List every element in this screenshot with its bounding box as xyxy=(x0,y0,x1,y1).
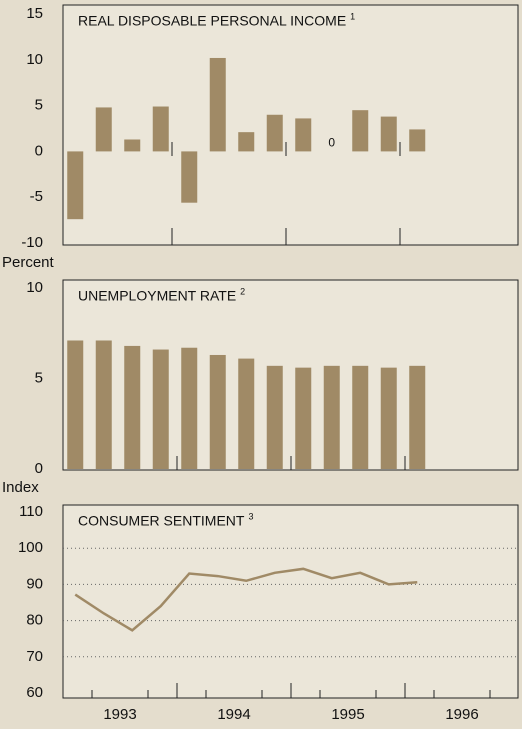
data-label: 0 xyxy=(328,136,335,150)
bar xyxy=(380,116,397,152)
y-axis-label: Index xyxy=(2,479,39,496)
panel-title: REAL DISPOSABLE PERSONAL INCOME xyxy=(78,13,346,29)
y-tick-label: 60 xyxy=(26,684,43,701)
x-tick-label: 1993 xyxy=(103,706,136,723)
y-tick-label: -10 xyxy=(21,234,43,251)
y-tick-label: 90 xyxy=(26,575,43,592)
footnote-marker: 2 xyxy=(240,286,245,296)
bar xyxy=(266,114,283,152)
bar xyxy=(124,345,141,469)
bar xyxy=(124,139,141,152)
y-tick-label: 100 xyxy=(18,539,43,556)
footnote-marker: 3 xyxy=(248,511,253,521)
bar xyxy=(67,340,84,469)
bar xyxy=(152,349,169,469)
bar xyxy=(181,347,198,469)
y-tick-label: 70 xyxy=(26,648,43,665)
footnote-marker: 1 xyxy=(350,11,355,21)
bar xyxy=(409,365,426,469)
y-tick-label: 80 xyxy=(26,612,43,629)
panel-frame xyxy=(62,4,519,246)
year-ticks xyxy=(91,142,491,698)
bar xyxy=(152,106,169,152)
y-tick-label: 10 xyxy=(26,279,43,296)
bar xyxy=(409,129,426,152)
y-tick-label: 15 xyxy=(26,5,43,22)
bar xyxy=(209,354,226,469)
y-tick-label: 5 xyxy=(35,97,43,114)
bar xyxy=(352,365,369,469)
bar xyxy=(380,367,397,469)
panel-title: UNEMPLOYMENT RATE xyxy=(78,288,236,304)
bar xyxy=(67,151,84,220)
y-tick-label: 10 xyxy=(26,51,43,68)
y-tick-label: 5 xyxy=(35,369,43,386)
bar xyxy=(181,151,198,203)
y-axis-label: Percent xyxy=(2,254,55,271)
panel-title: CONSUMER SENTIMENT xyxy=(78,513,245,529)
bar xyxy=(238,132,255,152)
bar xyxy=(323,365,340,469)
bar xyxy=(95,107,112,152)
line xyxy=(74,567,418,632)
bar xyxy=(295,118,312,152)
y-tick-label: 110 xyxy=(19,503,43,520)
bar xyxy=(295,367,312,469)
bar xyxy=(95,340,112,469)
bar xyxy=(266,365,283,469)
bar xyxy=(352,110,369,152)
x-tick-label: 1995 xyxy=(331,706,364,723)
bar xyxy=(238,358,255,469)
x-tick-label: 1996 xyxy=(445,706,478,723)
y-tick-label: 0 xyxy=(35,460,43,477)
bar xyxy=(209,57,226,152)
y-tick-label: 0 xyxy=(35,142,43,159)
x-tick-label: 1994 xyxy=(217,706,250,723)
y-tick-label: -5 xyxy=(30,188,43,205)
panel-frame xyxy=(62,504,519,699)
